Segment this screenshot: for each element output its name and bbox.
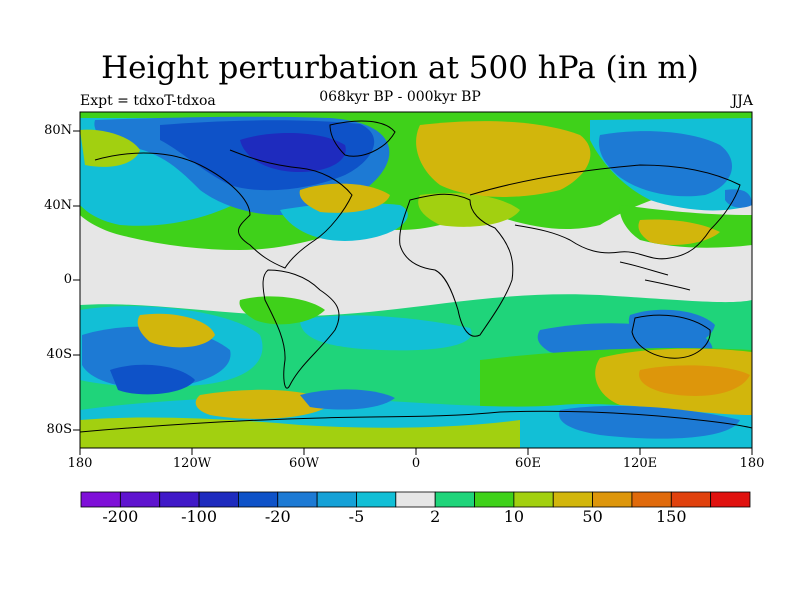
colorbar: [80, 491, 751, 508]
lon-tick-120w: 120W: [172, 456, 212, 471]
colorbar-label: 10: [503, 507, 525, 526]
coast-south-america: [262, 269, 340, 389]
lon-tick-60e: 60E: [514, 456, 542, 471]
colorbar-swatch: [119, 491, 161, 508]
colorbar-label: -200: [102, 507, 139, 526]
contour-antarctic-blue: [559, 405, 740, 439]
colorbar-swatch: [238, 491, 279, 508]
lat-tick-40s: 40S: [46, 347, 72, 362]
lon-tick-180e: 180: [739, 456, 765, 471]
colorbar-swatch: [434, 491, 475, 508]
contour-atlantic-yellow: [299, 183, 390, 213]
lon-tick-180w: 180: [67, 456, 93, 471]
coast-antarctica: [80, 410, 752, 433]
colorbar-swatch: [356, 491, 397, 508]
contour-siberia-blue: [598, 131, 732, 197]
colorbar-swatch: [277, 491, 318, 508]
contour-australia-blue: [628, 309, 715, 347]
colorbar-swatch: [631, 491, 672, 508]
coast-asia: [469, 164, 741, 260]
colorbar-label: -100: [181, 507, 218, 526]
contour-pacific-west-green: [80, 129, 140, 167]
colorbar-label: 150: [656, 507, 687, 526]
contour-antarctic-green: [80, 417, 520, 448]
colorbar-swatch: [80, 491, 121, 508]
coastlines: [80, 120, 752, 433]
contour-field: [80, 112, 752, 448]
colorbar-label: -5: [348, 507, 365, 526]
colorbar-swatch: [159, 491, 200, 508]
contour-tibet-yellow: [638, 219, 720, 245]
colorbar-swatch: [513, 491, 554, 508]
colorbar-swatch: [198, 491, 239, 508]
contour-east-pacific-green: [239, 296, 325, 325]
contour-north-atlantic-cyan: [280, 202, 408, 241]
colorbar-swatch: [670, 491, 712, 508]
contour-europe-green: [418, 193, 520, 227]
coast-indonesia: [619, 261, 691, 291]
contour-sp-dark: [110, 364, 195, 395]
colorbar-label: 2: [430, 507, 441, 526]
map-subtitle: 068kyr BP - 000kyr BP: [319, 89, 481, 105]
coast-north-america: [94, 149, 353, 269]
lat-tick-40n: 40N: [44, 198, 72, 213]
lat-tick-80s: 80S: [46, 422, 72, 437]
experiment-label: Expt = tdxoT-tdxoa: [80, 93, 216, 109]
contour-south-atlantic-cyan: [300, 315, 472, 351]
colorbar-swatch: [395, 491, 436, 508]
lon-tick-120e: 120E: [622, 456, 658, 471]
lat-tick-80n: 80N: [44, 123, 72, 138]
colorbar-swatch: [552, 491, 593, 508]
contour-antarctic-yellow: [195, 389, 330, 419]
axis-ticks: [73, 130, 753, 455]
lon-tick-0: 0: [411, 456, 421, 471]
season-label: JJA: [731, 93, 753, 109]
coast-australia: [631, 314, 711, 359]
colorbar-label: 50: [582, 507, 603, 526]
contour-sp-yellow: [137, 313, 215, 348]
lon-tick-60w: 60W: [289, 456, 319, 471]
colorbar-swatch: [316, 491, 357, 508]
lat-tick-0: 0: [63, 272, 72, 287]
contour-sw-atlantic-blue: [300, 389, 395, 410]
colorbar-swatch: [710, 491, 751, 508]
colorbar-label: -20: [264, 507, 291, 526]
contour-eurasia-yellow: [416, 121, 591, 197]
colorbar-swatch: [592, 491, 633, 508]
contour-se-indian-orange: [639, 365, 750, 396]
coast-europe-africa: [399, 193, 514, 337]
coast-greenland: [329, 120, 396, 157]
map-title: Height perturbation at 500 hPa (in m): [101, 50, 699, 86]
colorbar-swatch: [474, 491, 515, 508]
